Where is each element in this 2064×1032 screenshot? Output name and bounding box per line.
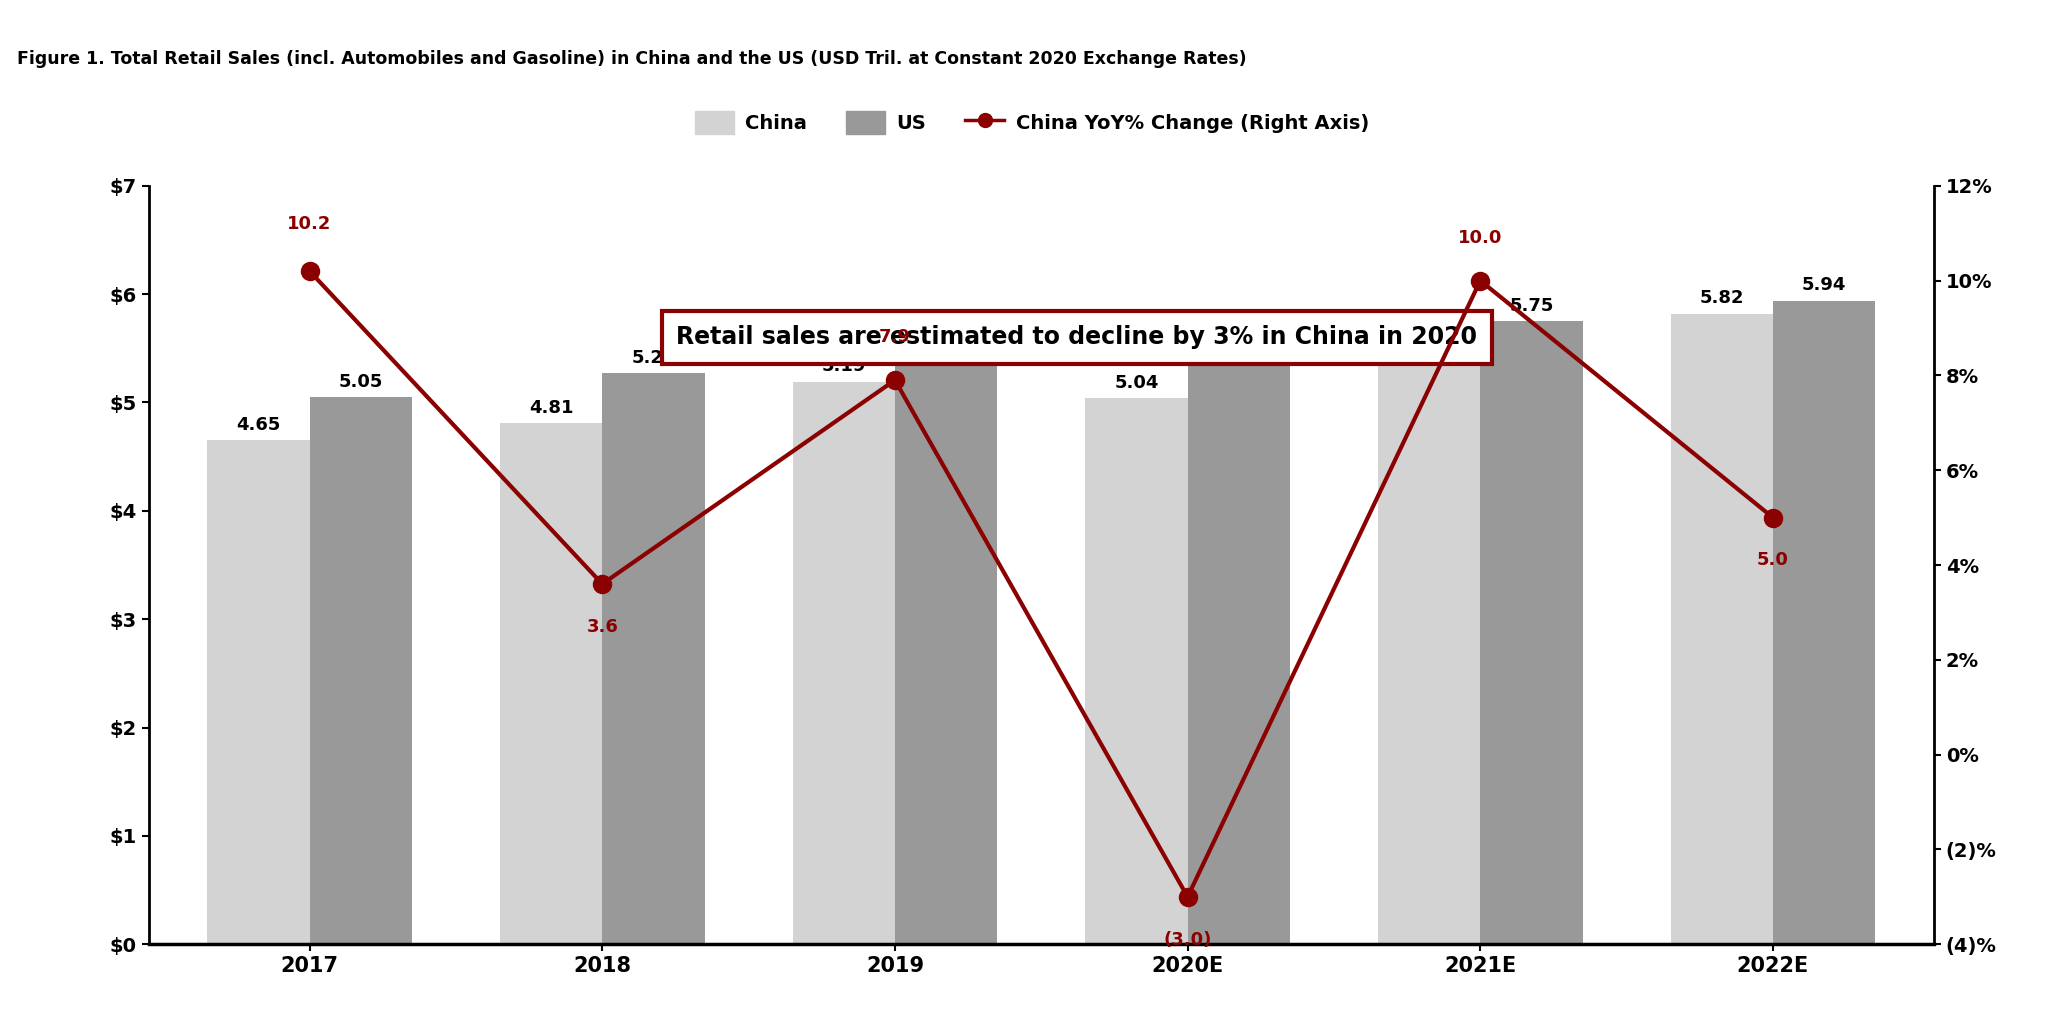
Text: Retail sales are estimated to decline by 3% in China in 2020: Retail sales are estimated to decline by…	[677, 325, 1478, 350]
Text: 7.9: 7.9	[879, 328, 910, 347]
Bar	[499, 423, 603, 944]
Text: 4.81: 4.81	[528, 398, 574, 417]
Text: Figure 1. Total Retail Sales (incl. Automobiles and Gasoline) in China and the U: Figure 1. Total Retail Sales (incl. Auto…	[17, 50, 1247, 68]
Text: 4.65: 4.65	[235, 416, 281, 433]
Bar	[1773, 300, 1876, 944]
Bar	[1379, 344, 1480, 944]
Text: 5.19: 5.19	[821, 357, 867, 376]
Bar	[310, 397, 413, 944]
Bar	[896, 354, 997, 944]
Text: 5.27: 5.27	[632, 349, 675, 366]
Bar	[1480, 321, 1583, 944]
Text: 5.61: 5.61	[1216, 312, 1261, 330]
Bar	[1670, 314, 1773, 944]
Legend: China, US, China YoY% Change (Right Axis): China, US, China YoY% Change (Right Axis…	[687, 103, 1377, 141]
Bar	[793, 382, 896, 944]
Text: (3.0): (3.0)	[1164, 931, 1212, 948]
Text: 3.6: 3.6	[586, 617, 619, 636]
Text: 5.05: 5.05	[338, 373, 384, 390]
Text: 5.75: 5.75	[1509, 297, 1554, 315]
Bar	[603, 374, 704, 944]
Text: 5.0: 5.0	[1756, 551, 1789, 570]
Text: 5.04: 5.04	[1115, 374, 1158, 392]
Bar	[206, 441, 310, 944]
Text: 5.94: 5.94	[1802, 277, 1847, 294]
Bar	[1187, 336, 1290, 944]
Bar	[1086, 398, 1187, 944]
Text: 5.82: 5.82	[1699, 289, 1744, 308]
Text: 10.0: 10.0	[1457, 229, 1503, 247]
Text: 5.54: 5.54	[1408, 320, 1451, 337]
Text: 10.2: 10.2	[287, 215, 332, 232]
Text: 5.45: 5.45	[925, 329, 968, 347]
